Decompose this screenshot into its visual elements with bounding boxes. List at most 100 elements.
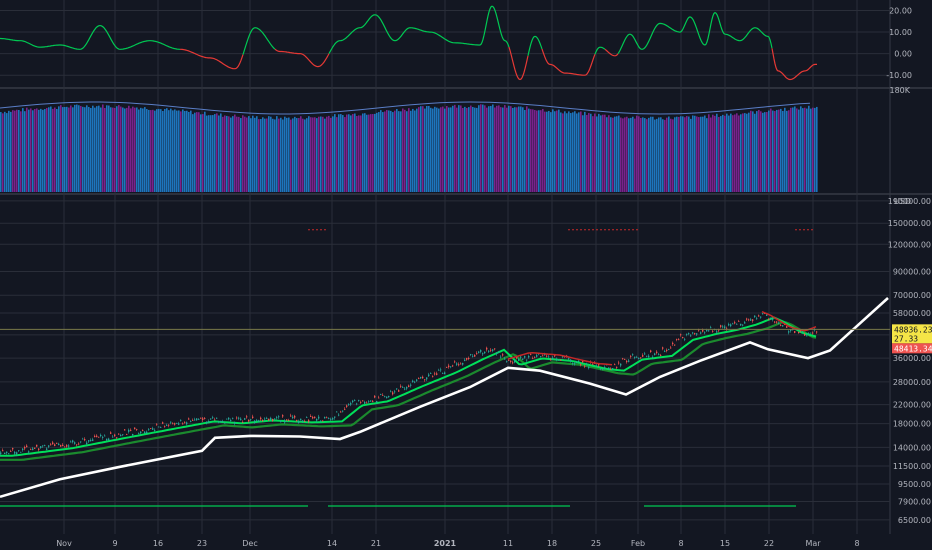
volume-bar [22, 108, 24, 192]
volume-bar [58, 106, 60, 192]
volume-bar [778, 109, 780, 192]
candle-body [228, 417, 230, 420]
candle-body [754, 315, 756, 318]
volume-bar [272, 118, 274, 192]
volume-bar [794, 106, 796, 192]
candle-body [676, 339, 678, 340]
oscillator-axis[interactable]: 20.00 10.00 0.00 -10.00 [886, 6, 912, 80]
volume-axis[interactable]: 180K [889, 86, 910, 95]
volume-bar [814, 107, 816, 192]
candle-body [382, 395, 384, 396]
time-axis[interactable]: Nov 9 16 23 Dec 14 21 2021 11 18 25 Feb 8 15 22 Mar 8 [56, 539, 859, 548]
candle-body [264, 418, 266, 420]
candle-body [2, 450, 4, 452]
volume-bar [598, 113, 600, 192]
candle-body [702, 329, 704, 332]
volume-bar [374, 113, 376, 192]
candle-body [542, 355, 544, 357]
candle-body [30, 449, 32, 450]
candle-body [410, 384, 412, 386]
candle-body [554, 355, 556, 357]
candle-body [26, 445, 28, 448]
candle-body [330, 418, 332, 420]
candle-body [316, 419, 318, 421]
volume-pane[interactable] [0, 101, 818, 192]
candle-body [450, 366, 452, 368]
candle-body [210, 418, 212, 420]
candle-body [774, 321, 776, 323]
candle-body [268, 418, 270, 421]
candle-body [102, 436, 104, 438]
volume-bar [534, 110, 536, 192]
volume-bar [756, 111, 758, 192]
candle-body [520, 356, 522, 358]
volume-bar [440, 107, 442, 192]
volume-bar [586, 114, 588, 192]
volume-bar [344, 117, 346, 192]
volume-bar [64, 106, 66, 192]
volume-bar [676, 116, 678, 192]
volume-bar [136, 107, 138, 192]
volume-bar [200, 114, 202, 192]
volume-bar [600, 115, 602, 192]
volume-bar [110, 107, 112, 192]
candle-body [308, 420, 310, 422]
candle-body [708, 330, 710, 332]
candle-body [42, 445, 44, 447]
volume-bar [36, 108, 38, 192]
volume-bar [648, 117, 650, 192]
candle-body [470, 354, 472, 355]
volume-bar [204, 111, 206, 192]
price-pane[interactable] [0, 229, 890, 507]
volume-bar [256, 116, 258, 192]
volume-bar [116, 106, 118, 192]
candle-body [194, 419, 196, 421]
candle-body [288, 420, 290, 421]
candle-body [420, 377, 422, 379]
volume-bar [430, 107, 432, 192]
price-tag-box [892, 333, 932, 344]
volume-bar [262, 117, 264, 192]
volume-bar [386, 109, 388, 192]
oscillator-pane[interactable] [0, 5, 817, 81]
volume-bar [290, 119, 292, 192]
time-tick-label: Mar [805, 539, 821, 548]
volume-bar [32, 110, 34, 192]
volume-bar [690, 118, 692, 192]
volume-bar [284, 116, 286, 192]
volume-bar [628, 118, 630, 192]
candle-body [248, 419, 250, 422]
candle-body [120, 435, 122, 437]
candle-body [306, 417, 308, 418]
volume-bar [234, 114, 236, 192]
oscillator-line-segment [541, 48, 596, 76]
candle-body [38, 448, 40, 450]
candle-body [534, 356, 536, 358]
candle-body [506, 361, 508, 363]
grid [0, 0, 932, 534]
time-tick-label: Feb [631, 539, 645, 548]
volume-bar [432, 108, 434, 192]
volume-bar [500, 107, 502, 192]
volume-bar [436, 107, 438, 192]
volume-bar [800, 106, 802, 192]
volume-bar [494, 107, 496, 192]
volume-bar [608, 115, 610, 192]
candle-body [536, 355, 538, 357]
volume-bar [466, 107, 468, 192]
oscillator-line-segment [180, 48, 244, 70]
candle-body [234, 422, 236, 424]
price-tick-label: 6500.00 [898, 516, 931, 525]
candle-body [68, 445, 70, 447]
candle-body [480, 350, 482, 352]
volume-bar [320, 116, 322, 192]
candle-body [394, 391, 396, 393]
candle-body [794, 331, 796, 333]
volume-bar [286, 117, 288, 192]
candle-body [612, 368, 614, 369]
candle-body [116, 437, 118, 439]
volume-bar [218, 115, 220, 192]
candle-body [568, 358, 570, 360]
volume-bar [742, 113, 744, 192]
